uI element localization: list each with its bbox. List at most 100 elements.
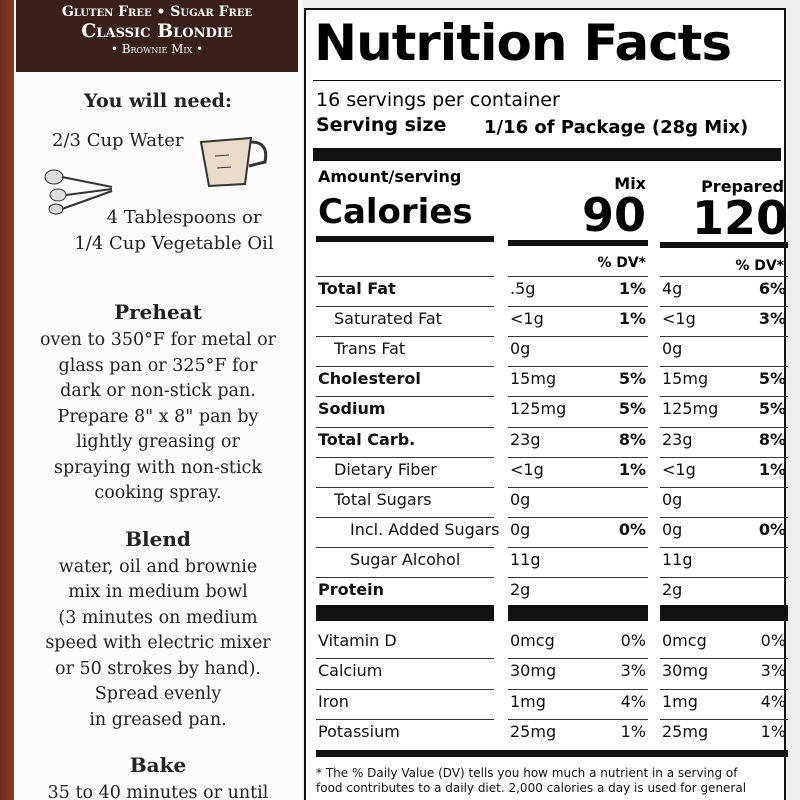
nutrient-name: Iron: [318, 691, 349, 711]
percent-dv: 4%: [620, 691, 646, 711]
amount: 23g: [662, 429, 693, 449]
rule: [508, 306, 648, 308]
amount: 15mg: [510, 369, 557, 389]
step-line: glass pan or 325°F for: [58, 355, 258, 376]
nutrition-title: Nutrition Facts: [314, 14, 732, 72]
rule: [660, 546, 788, 548]
percent-dv: 8%: [618, 429, 646, 449]
percent-dv: 0%: [620, 631, 646, 650]
rule: [660, 426, 788, 428]
rule: [508, 718, 648, 720]
percent-dv: 5%: [758, 399, 786, 419]
amount: <1g: [662, 309, 696, 329]
servings: 16 servings per container: [316, 89, 560, 111]
footnote: food contributes to a daily diet. 2,000 …: [316, 781, 747, 795]
step-line: cooking spray.: [94, 483, 222, 503]
nutrient-name: Cholesterol: [318, 369, 421, 389]
rule: [316, 577, 494, 578]
percent-dv: 5%: [618, 369, 646, 389]
step-line: lightly greasing or: [76, 432, 240, 452]
amount: 0g: [510, 339, 531, 359]
amount: 0mcg: [510, 631, 555, 650]
need-item: 1/4 Cup Vegetable Oil: [74, 233, 274, 254]
rule: [316, 396, 494, 398]
nutrient-name: Total Sugars: [334, 489, 432, 509]
column-header: Mix: [614, 174, 646, 193]
amount: 25mg: [662, 721, 709, 741]
amount: 2g: [662, 580, 683, 599]
percent-dv: 0%: [760, 631, 786, 650]
calories-value: 120: [691, 191, 788, 245]
rule: [508, 577, 648, 578]
rule: [316, 366, 494, 368]
amount: 11g: [510, 549, 541, 569]
rule: [508, 456, 648, 458]
step-line: dark or non-stick pan.: [60, 381, 256, 401]
rule: [660, 718, 788, 720]
rule: [316, 718, 494, 720]
rule: [316, 658, 494, 660]
amount: 30mg: [662, 661, 709, 681]
percent-dv: 1%: [758, 459, 786, 479]
step-line: water, oil and brownie: [58, 556, 258, 577]
amount: 125mg: [510, 399, 567, 419]
rule: [660, 456, 788, 458]
serving-size-label: Serving size: [316, 114, 447, 136]
step-line: 35 to 40 minutes or until: [47, 783, 269, 800]
nutrient-name: Saturated Fat: [334, 309, 442, 329]
rule: [508, 688, 648, 690]
amount: 30mg: [510, 661, 557, 681]
step-title: Blend: [125, 526, 191, 551]
percent-dv: 1%: [760, 721, 786, 741]
footnote: * The % Daily Value (DV) tells you how m…: [316, 766, 738, 780]
rule: [660, 688, 788, 690]
percent-dv: 5%: [758, 369, 786, 389]
rule: [660, 336, 788, 338]
rule: [660, 306, 788, 308]
need-title: You will need:: [84, 90, 232, 112]
bar: [660, 242, 788, 248]
step-line: oven to 350°F for metal or: [39, 330, 277, 350]
percent-dv: 1%: [620, 721, 646, 741]
amount: 0g: [510, 489, 531, 509]
rule: [316, 546, 494, 548]
amount: 0mcg: [662, 631, 707, 650]
header-line: • Brownie Mix •: [110, 42, 204, 56]
rule: [316, 456, 494, 458]
nutrient-name: Sugar Alcohol: [350, 549, 461, 569]
rule: [316, 336, 494, 338]
percent-dv: 3%: [760, 661, 786, 681]
amount: 0g: [662, 489, 683, 509]
step-line: Prepare 8" x 8" pan by: [57, 406, 259, 427]
step-line: mix in medium bowl: [68, 582, 248, 602]
product-header: Gluten Free • Sugar Free Classic Blondie…: [16, 0, 298, 72]
percent-dv: 8%: [758, 429, 786, 449]
rule: [508, 546, 648, 548]
nutrient-name: Total Carb.: [318, 429, 416, 449]
rule: [508, 396, 648, 398]
percent-dv: 1%: [618, 309, 646, 329]
calories-label: Calories: [318, 192, 473, 232]
amount: 23g: [510, 429, 541, 449]
dv-header: % DV*: [597, 255, 646, 271]
amount: 0g: [662, 519, 683, 539]
rule: [660, 276, 788, 277]
rule: [508, 366, 648, 368]
need-item: 4 Tablespoons or: [106, 207, 262, 228]
amount: 25mg: [510, 721, 557, 741]
amount: 2g: [510, 580, 531, 599]
rule: [660, 516, 788, 518]
bar: [316, 236, 494, 242]
amount: <1g: [510, 459, 544, 479]
rule: [508, 658, 648, 660]
rule: [508, 516, 648, 518]
percent-dv: 4%: [760, 691, 786, 711]
rule: [316, 486, 494, 488]
percent-dv: 3%: [620, 661, 646, 681]
amount-per-serving: Amount/serving: [318, 167, 462, 186]
dv-header: % DV*: [735, 258, 784, 274]
amount: 15mg: [662, 369, 709, 389]
header-line: Gluten Free • Sugar Free: [61, 4, 253, 20]
rule: [316, 276, 494, 277]
